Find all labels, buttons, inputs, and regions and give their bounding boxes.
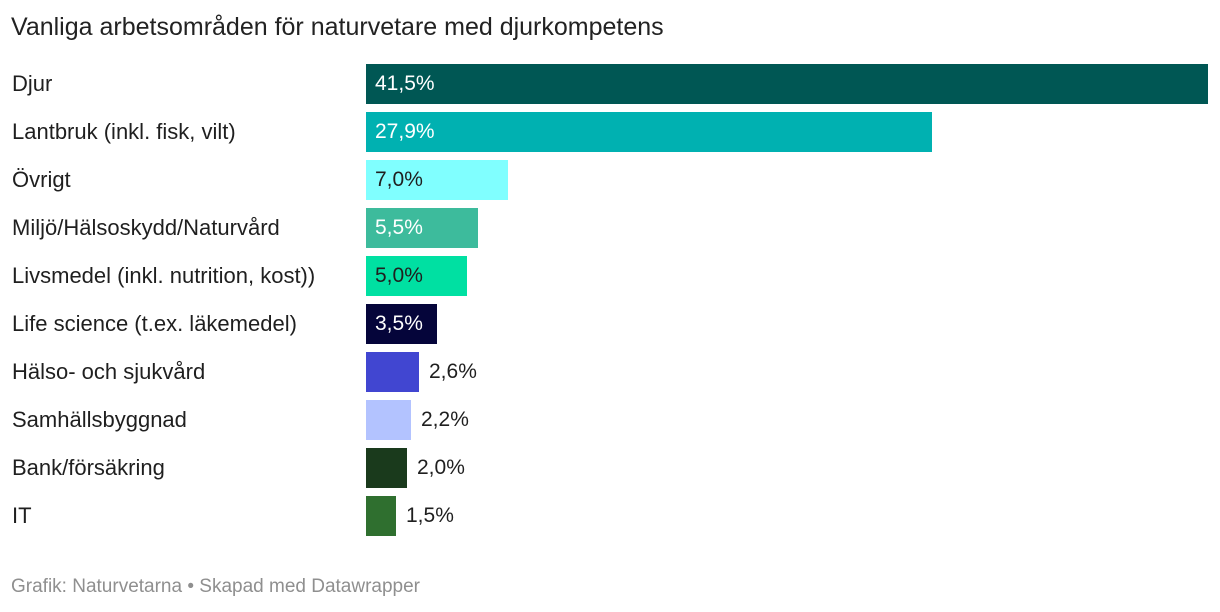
value-label: 5,5% — [375, 216, 423, 239]
value-label: 1,5% — [406, 504, 454, 527]
bar — [366, 112, 932, 152]
bar-row: Lantbruk (inkl. fisk, vilt) 27,9% — [0, 112, 1220, 152]
bar-row: Samhällsbyggnad 2,2% — [0, 400, 1220, 440]
bar-row: IT 1,5% — [0, 496, 1220, 536]
bar — [366, 304, 437, 344]
bar — [366, 256, 467, 296]
bar-row: Livsmedel (inkl. nutrition, kost)) 5,0% — [0, 256, 1220, 296]
bar-chart: Djur 41,5% Lantbruk (inkl. fisk, vilt) 27,9… — [0, 64, 1220, 544]
category-label: Miljö/Hälsoskydd/Naturvård — [12, 215, 280, 240]
chart-footer: Grafik: Naturvetarna • Skapad med Datawr… — [11, 576, 421, 597]
category-label: Lantbruk (inkl. fisk, vilt) — [12, 119, 236, 144]
value-label: 3,5% — [375, 312, 423, 335]
bar-row: Hälso- och sjukvård 2,6% — [0, 352, 1220, 392]
category-label: Djur — [12, 71, 53, 96]
bar — [366, 400, 411, 440]
value-label: 41,5% — [375, 72, 435, 95]
value-label: 2,0% — [417, 456, 465, 479]
bar — [366, 64, 1208, 104]
bar-row: Bank/försäkring 2,0% — [0, 448, 1220, 488]
category-label: Övrigt — [12, 167, 71, 192]
bar — [366, 160, 508, 200]
bar-row: Miljö/Hälsoskydd/Naturvård 5,5% — [0, 208, 1220, 248]
category-label: IT — [12, 503, 32, 528]
bar — [366, 352, 419, 392]
category-label: Life science (t.ex. läkemedel) — [12, 311, 297, 336]
bar — [366, 208, 478, 248]
bar-row: Djur 41,5% — [0, 64, 1220, 104]
bar-row: Life science (t.ex. läkemedel) 3,5% — [0, 304, 1220, 344]
bar-row: Övrigt 7,0% — [0, 160, 1220, 200]
value-label: 27,9% — [375, 120, 435, 143]
bar — [366, 496, 396, 536]
bar — [366, 448, 407, 488]
value-label: 7,0% — [375, 168, 423, 191]
category-label: Livsmedel (inkl. nutrition, kost)) — [12, 263, 316, 288]
category-label: Hälso- och sjukvård — [12, 359, 206, 384]
category-label: Samhällsbyggnad — [12, 407, 187, 432]
value-label: 2,2% — [421, 408, 469, 431]
chart-title: Vanliga arbetsområden för naturvetare me… — [11, 13, 664, 41]
value-label: 2,6% — [429, 360, 477, 383]
value-label: 5,0% — [375, 264, 423, 287]
category-label: Bank/försäkring — [12, 455, 165, 480]
